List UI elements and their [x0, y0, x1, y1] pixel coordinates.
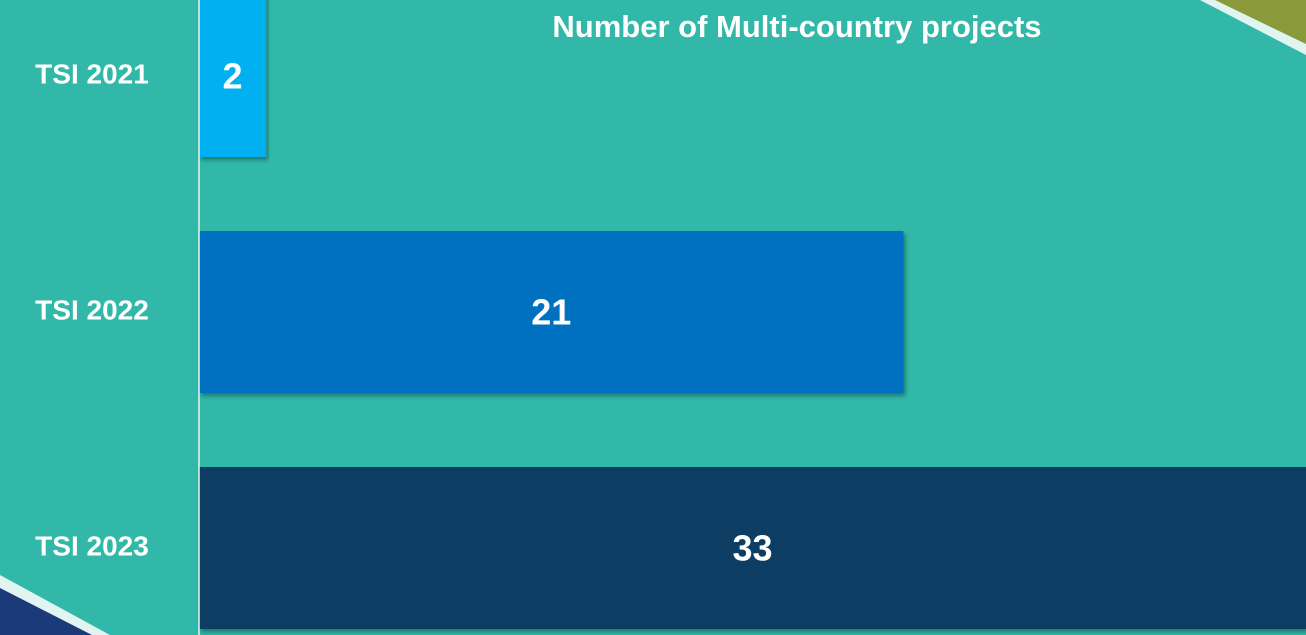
corner-decoration [1215, 0, 1306, 44]
data-label: 2 [223, 56, 243, 97]
y-tick-label: TSI 2023 [35, 530, 149, 561]
bars [199, 0, 1306, 629]
data-label: 21 [531, 292, 571, 333]
bar [199, 0, 267, 157]
corner-decoration [0, 588, 92, 635]
bar [199, 231, 904, 393]
y-tick-label: TSI 2021 [35, 58, 149, 89]
chart-title: Number of Multi-country projects [552, 9, 1041, 44]
y-tick-label: TSI 2022 [35, 294, 149, 325]
bar [199, 467, 1306, 629]
data-label: 33 [732, 528, 772, 569]
